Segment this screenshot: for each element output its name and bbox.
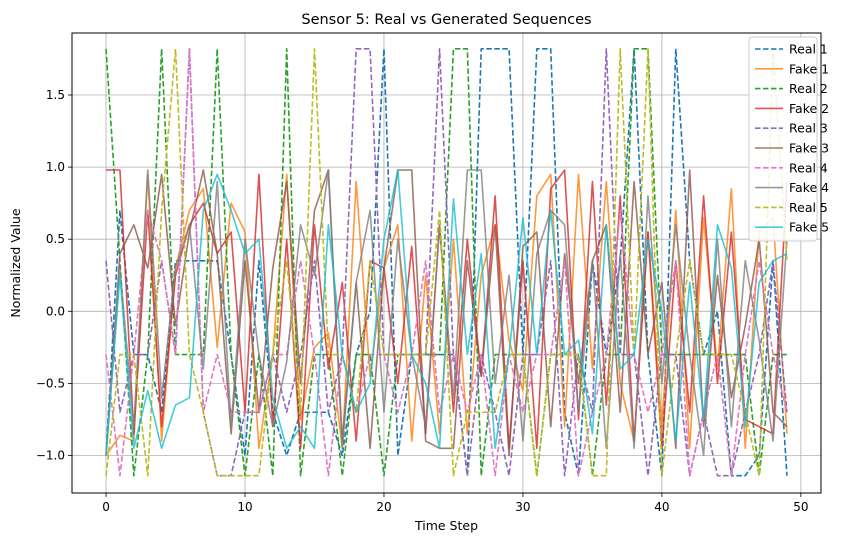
- y-tick-label: 0.0: [46, 304, 65, 318]
- y-tick-label: 1.5: [46, 88, 65, 102]
- x-tick-label: 0: [102, 500, 110, 514]
- legend-label: Fake 3: [789, 141, 829, 156]
- x-tick-label: 40: [654, 500, 669, 514]
- legend: Real 1 Fake 1 Real 2 Fake 2 Real 3 Fake 3 Real…: [748, 36, 829, 242]
- legend-label: Real 5: [789, 200, 828, 215]
- x-axis-label: Time Step: [414, 518, 478, 533]
- legend-label: Real 4: [789, 160, 828, 175]
- legend-label: Fake 5: [789, 220, 829, 235]
- legend-label: Real 2: [789, 81, 828, 96]
- series-line-real-5: [105, 48, 788, 477]
- legend-label: Fake 4: [789, 180, 829, 195]
- legend-label: Real 1: [789, 42, 828, 57]
- series-line-real-3: [105, 48, 788, 477]
- series-line-fake-5: [105, 169, 788, 456]
- y-tick-label: −0.5: [36, 376, 65, 390]
- y-tick-label: −1.0: [36, 449, 65, 463]
- ticks: 0 10 20 30 40 50 −1.0 −0.5 0.0 0.5 1.0 1.5: [36, 88, 809, 514]
- y-axis-label: Normalized Value: [8, 208, 23, 317]
- legend-label: Fake 2: [789, 101, 829, 116]
- legend-label: Real 3: [789, 121, 828, 136]
- chart-title: Sensor 5: Real vs Generated Sequences: [301, 12, 591, 28]
- plot-frame: [71, 32, 822, 494]
- y-tick-label: 0.5: [46, 232, 65, 246]
- legend-label: Fake 1: [789, 61, 829, 76]
- x-tick-label: 20: [376, 500, 391, 514]
- y-tick-label: 1.0: [46, 160, 65, 174]
- x-tick-label: 30: [515, 500, 530, 514]
- x-tick-label: 10: [237, 500, 252, 514]
- x-tick-label: 50: [793, 500, 808, 514]
- series-line-real-4: [105, 48, 788, 477]
- series-group: [105, 48, 788, 477]
